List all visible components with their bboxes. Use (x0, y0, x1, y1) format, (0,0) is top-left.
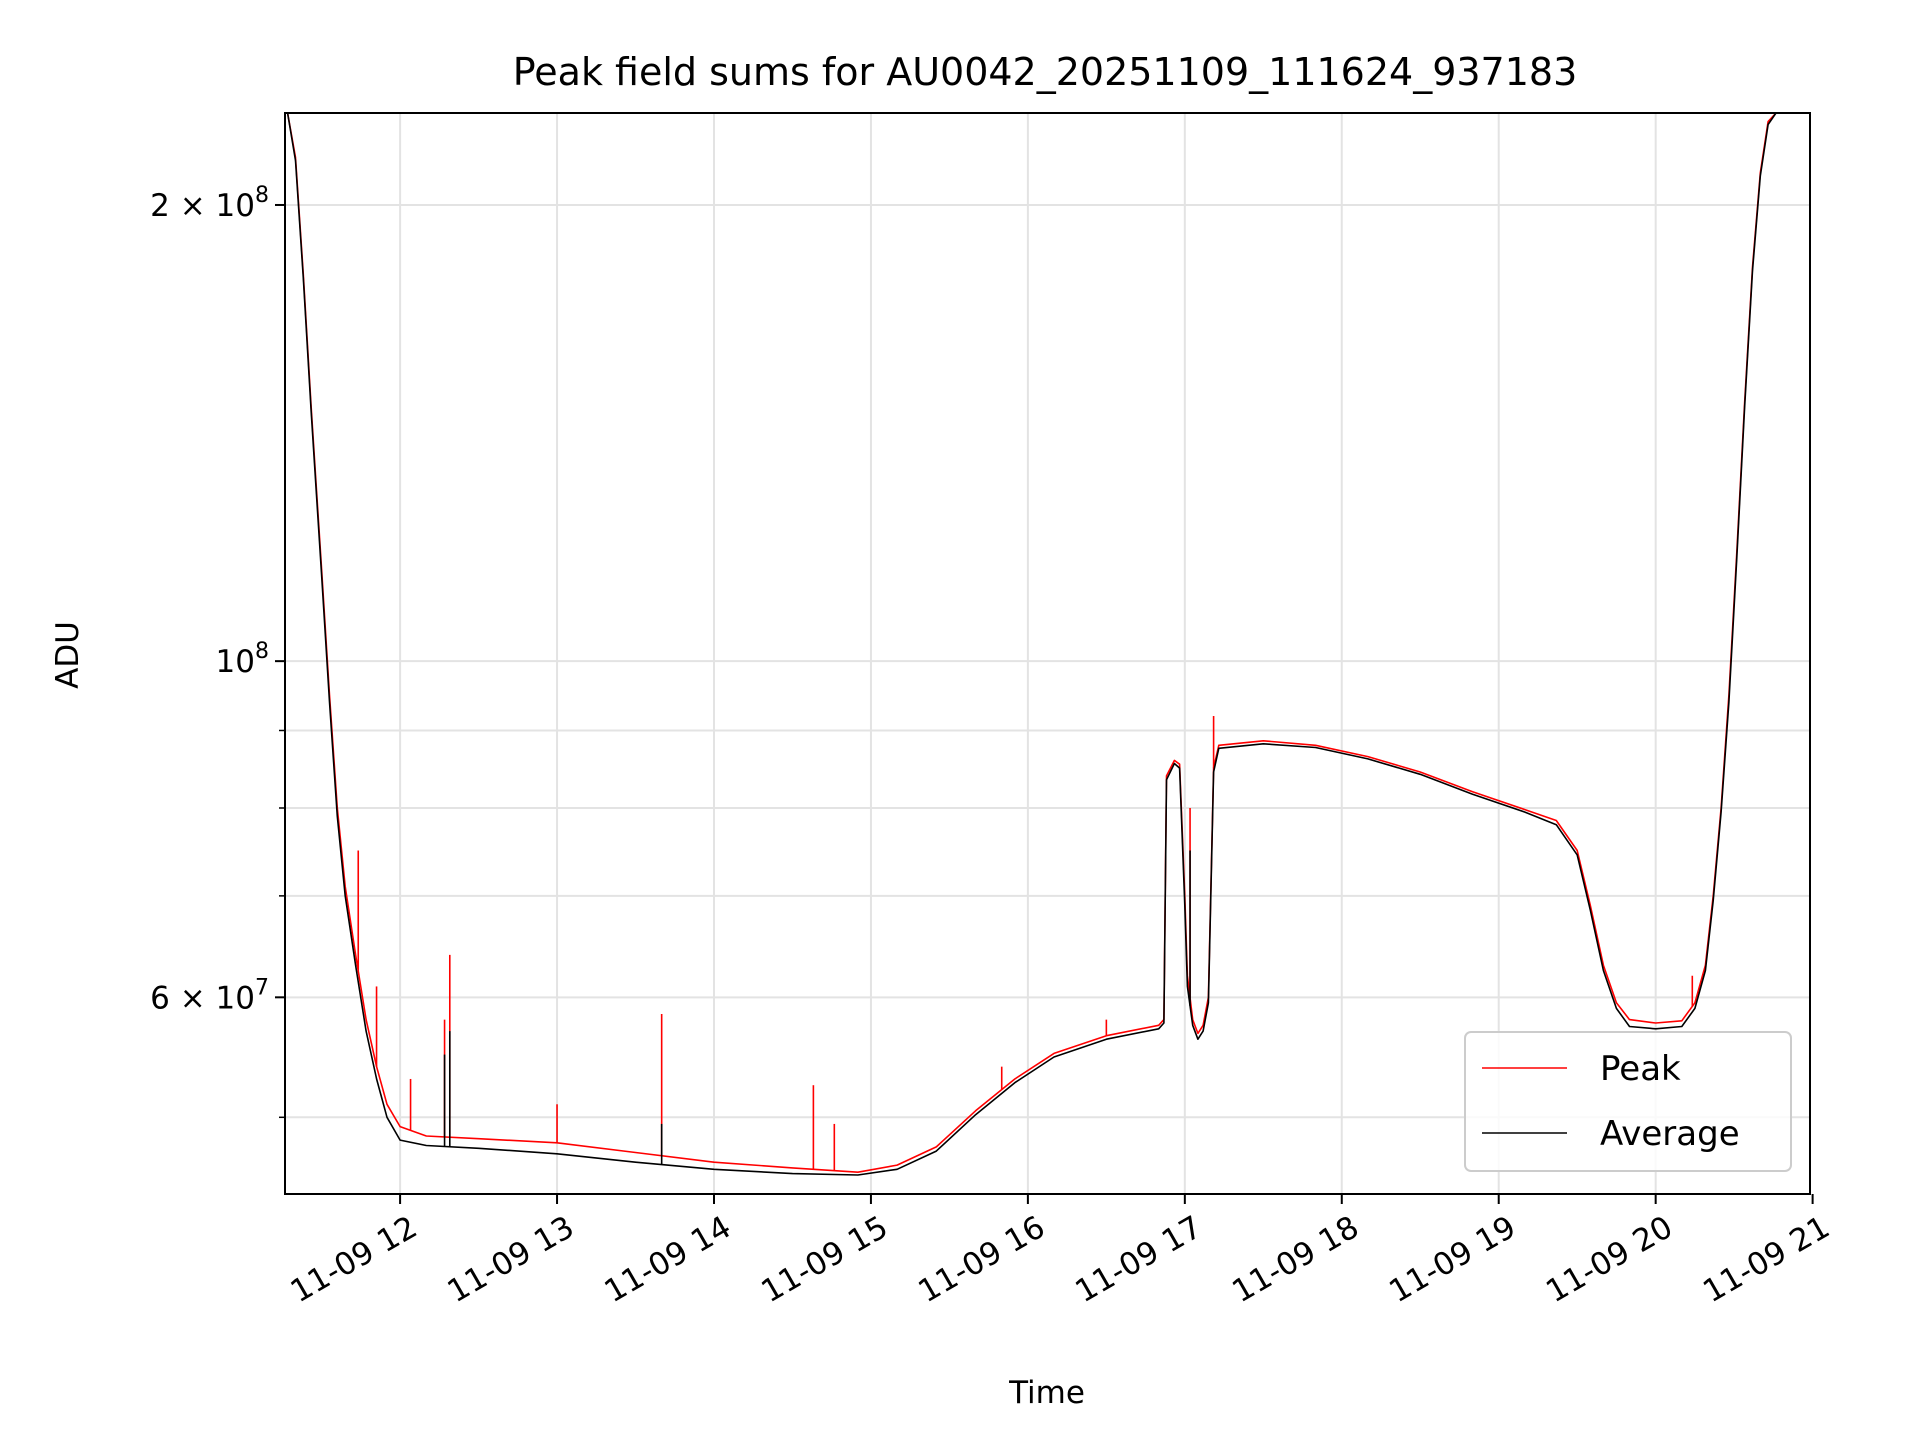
y-tick-label: 2 × 108 (150, 183, 269, 224)
x-axis-label: Time (1008, 1375, 1085, 1411)
y-axis: 2 × 108 108 6 × 107 (150, 183, 285, 1119)
y-axis-label: ADU (50, 621, 86, 689)
legend-label-average: Average (1600, 1114, 1740, 1154)
legend-box (1464, 1031, 1792, 1172)
chart-title: Peak field sums for AU0042_20251109_1116… (513, 50, 1578, 94)
plot-frame (284, 112, 1811, 1195)
series-line-average (286, 112, 1777, 1176)
series-layer (286, 112, 1777, 1176)
legend: Peak Average (1464, 1031, 1792, 1172)
grid (285, 113, 1810, 1194)
y-tick-label: 108 (216, 639, 269, 680)
legend-label-peak: Peak (1600, 1049, 1681, 1089)
y-tick-label: 6 × 107 (150, 975, 269, 1016)
